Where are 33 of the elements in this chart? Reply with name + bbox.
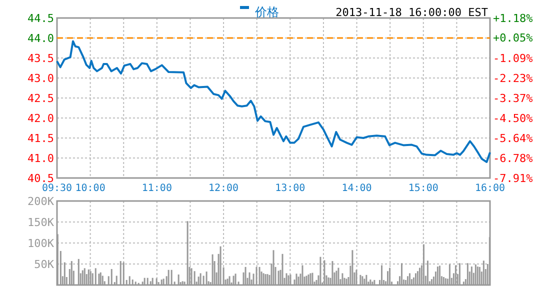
x-tick-label: 10:00 bbox=[75, 183, 106, 194]
x-tick-label: 16:00 bbox=[474, 183, 506, 194]
y-tick-label: 41.0 bbox=[28, 152, 54, 165]
y-tick-label: 44.0 bbox=[28, 32, 54, 45]
y2-tick-label: -3.37% bbox=[493, 92, 534, 105]
y-tick-label: 43.0 bbox=[28, 72, 54, 85]
y-tick-label: 43.5 bbox=[28, 52, 54, 65]
y-tick-label: 41.5 bbox=[28, 132, 54, 145]
y-tick-label: 150K bbox=[28, 216, 54, 229]
line-series bbox=[56, 40, 491, 163]
y2-tick-label: +1.18% bbox=[493, 12, 534, 25]
y2-tick-label: -1.09% bbox=[493, 52, 534, 65]
y2-tick-label: -5.64% bbox=[493, 132, 534, 145]
x-tick-label: 11:00 bbox=[142, 183, 172, 194]
y-tick-label: 200K bbox=[28, 194, 54, 208]
x-tick-label: 09:30 bbox=[42, 183, 72, 194]
y2-tick-label: -2.23% bbox=[493, 72, 534, 85]
x-tick-label: 13:00 bbox=[275, 183, 306, 194]
y2-tick-label: -4.50% bbox=[493, 112, 534, 125]
y-tick-label: 40.5 bbox=[28, 172, 54, 185]
y-tick-label: 42.5 bbox=[28, 92, 54, 105]
y-tick-label: 44.5 bbox=[28, 12, 54, 25]
x-tick-label: 12:00 bbox=[208, 183, 239, 194]
y2-tick-label: -7.91% bbox=[493, 172, 534, 185]
annotation: 2013-11-18 16:00:00 EST bbox=[336, 6, 488, 19]
y-tick-label: 42.0 bbox=[28, 112, 54, 125]
y2-tick-label: +0.05% bbox=[493, 32, 534, 45]
y-tick-label: 50K bbox=[34, 258, 54, 271]
y-tick-label: 100K bbox=[28, 236, 54, 250]
legend-label: 价格 bbox=[254, 5, 279, 20]
x-tick-label: 15:00 bbox=[408, 183, 438, 194]
x-tick-label: 14:00 bbox=[342, 183, 372, 194]
y2-tick-label: -6.78% bbox=[493, 152, 534, 165]
